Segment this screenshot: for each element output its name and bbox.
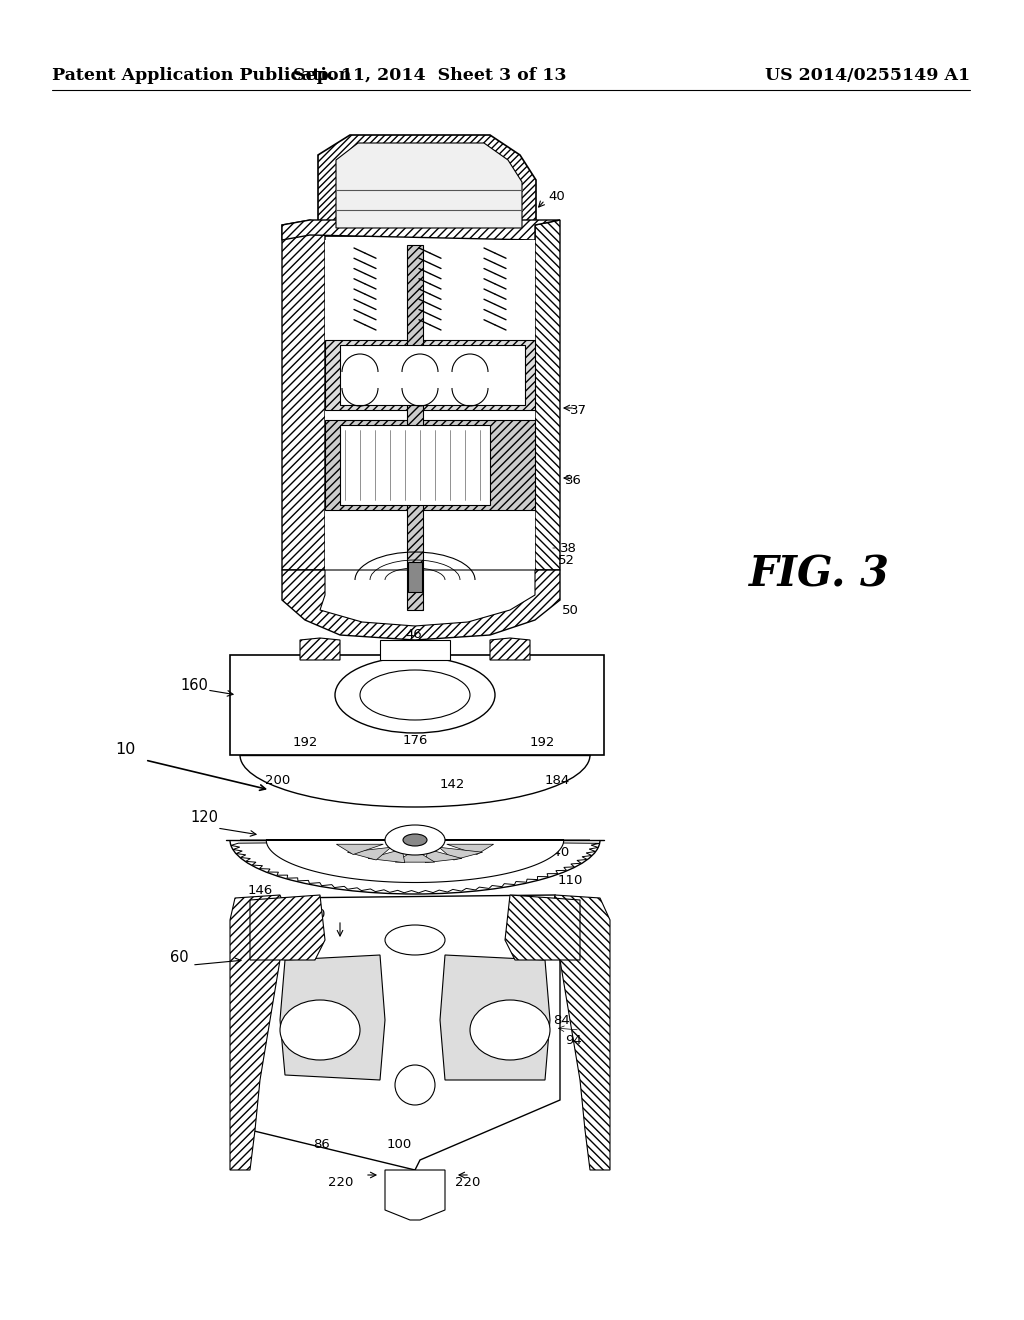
Text: 112: 112 — [248, 933, 273, 946]
Text: 220: 220 — [453, 863, 478, 876]
Polygon shape — [395, 850, 435, 862]
Text: 192: 192 — [530, 735, 555, 748]
Polygon shape — [250, 895, 325, 960]
Ellipse shape — [385, 825, 445, 855]
Polygon shape — [439, 847, 482, 861]
Polygon shape — [368, 849, 404, 863]
Polygon shape — [231, 840, 600, 892]
Text: 52: 52 — [558, 553, 575, 566]
Ellipse shape — [395, 1065, 435, 1105]
Ellipse shape — [385, 925, 445, 954]
Text: 36: 36 — [565, 474, 582, 487]
Text: 48: 48 — [360, 178, 377, 191]
Polygon shape — [347, 847, 391, 861]
Polygon shape — [325, 420, 535, 510]
Text: 100: 100 — [387, 1138, 413, 1151]
Polygon shape — [230, 895, 290, 1170]
Ellipse shape — [360, 671, 470, 719]
Text: 176: 176 — [403, 734, 428, 747]
Text: 110: 110 — [558, 874, 584, 887]
Text: 200: 200 — [265, 774, 290, 787]
Polygon shape — [325, 341, 535, 411]
Text: 120: 120 — [190, 810, 218, 825]
Text: 84: 84 — [553, 1014, 570, 1027]
Text: Sep. 11, 2014  Sheet 3 of 13: Sep. 11, 2014 Sheet 3 of 13 — [293, 66, 566, 83]
Bar — [230, 655, 604, 755]
Text: 44: 44 — [338, 573, 355, 586]
Polygon shape — [407, 246, 423, 610]
Polygon shape — [282, 570, 560, 640]
Text: Patent Application Publication: Patent Application Publication — [52, 66, 351, 83]
Polygon shape — [490, 638, 530, 660]
Polygon shape — [337, 845, 383, 854]
Polygon shape — [250, 895, 560, 1170]
Text: 180: 180 — [432, 557, 458, 569]
Text: FIG. 3: FIG. 3 — [749, 553, 890, 595]
Polygon shape — [282, 220, 325, 570]
Text: 60: 60 — [170, 950, 188, 965]
Text: 38: 38 — [560, 541, 577, 554]
Text: 140: 140 — [545, 846, 570, 858]
Ellipse shape — [470, 1001, 550, 1060]
Polygon shape — [282, 220, 560, 240]
Bar — [340, 345, 525, 405]
Bar — [408, 562, 422, 591]
Polygon shape — [550, 895, 610, 1170]
Polygon shape — [380, 640, 450, 660]
Ellipse shape — [280, 1001, 360, 1060]
Text: 37: 37 — [570, 404, 587, 417]
Text: 46: 46 — [406, 628, 422, 642]
Text: 160: 160 — [180, 677, 208, 693]
Polygon shape — [336, 143, 522, 228]
Text: 220: 220 — [328, 1176, 353, 1189]
Polygon shape — [440, 954, 550, 1080]
Text: 94: 94 — [565, 1034, 582, 1047]
Polygon shape — [425, 849, 462, 863]
Polygon shape — [280, 954, 385, 1080]
Text: 10: 10 — [115, 742, 135, 758]
Polygon shape — [505, 895, 580, 960]
Text: 40: 40 — [548, 190, 565, 203]
Bar — [340, 425, 490, 506]
Text: US 2014/0255149 A1: US 2014/0255149 A1 — [765, 66, 970, 83]
Polygon shape — [385, 1170, 445, 1220]
Polygon shape — [319, 570, 535, 626]
Polygon shape — [266, 840, 564, 883]
Text: 142: 142 — [440, 779, 465, 792]
Ellipse shape — [403, 834, 427, 846]
Text: 86: 86 — [313, 1138, 330, 1151]
Polygon shape — [300, 638, 340, 660]
Polygon shape — [446, 845, 494, 854]
Polygon shape — [318, 135, 536, 236]
Text: 184: 184 — [545, 774, 570, 787]
Ellipse shape — [335, 657, 495, 733]
Text: 146: 146 — [248, 883, 273, 896]
Text: 220: 220 — [455, 1176, 480, 1189]
Text: 220: 220 — [300, 908, 326, 921]
Polygon shape — [535, 220, 560, 570]
Text: 92: 92 — [565, 908, 582, 921]
Polygon shape — [325, 240, 535, 570]
Text: 192: 192 — [293, 735, 318, 748]
Text: 50: 50 — [562, 603, 579, 616]
